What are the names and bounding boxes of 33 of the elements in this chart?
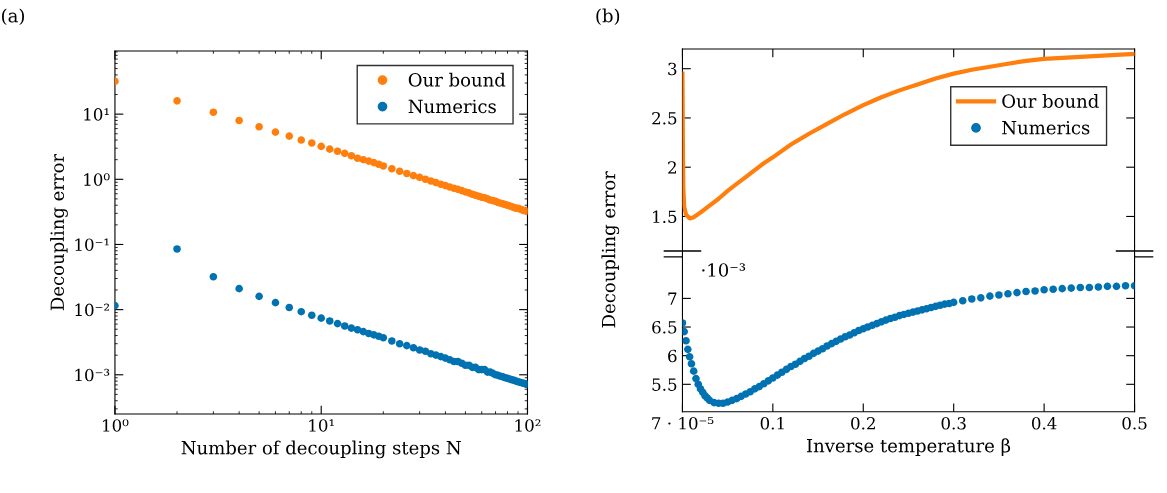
legend-label: Numerics [1002, 120, 1090, 135]
y-tick-label: 10⁻² [75, 303, 110, 317]
y-tick-label: 5.5 [652, 378, 677, 391]
x-tick-label: 10² [515, 419, 541, 432]
x-tick-label: 7 · 10⁻⁵ [652, 416, 714, 430]
y-tick-label: 10⁻¹ [75, 238, 109, 252]
chart-title: (b) [596, 8, 620, 26]
x-tick-label: 10⁰ [103, 419, 129, 432]
y-tick-label: 7 [668, 292, 677, 305]
legend-label: Numerics [408, 99, 496, 114]
legend-label: Our bound [1002, 94, 1099, 108]
x-tick-label: 10¹ [309, 419, 334, 432]
y-tick-label: 3 [668, 62, 677, 76]
y-axis-title: Decoupling error [601, 171, 620, 328]
x-tick-label: 0.3 [941, 416, 966, 430]
x-tick-label: 0.2 [851, 416, 875, 430]
x-tick-label: 0.5 [1122, 416, 1147, 430]
y-tick-label: 10⁻³ [75, 368, 110, 382]
y-tick-label: 2.5 [652, 111, 677, 125]
y-tick-label: 2 [668, 161, 676, 174]
y-tick-label: 6.5 [652, 321, 677, 334]
annotation: ·10⁻³ [702, 263, 746, 277]
y-axis-title: Decoupling error [50, 153, 68, 311]
x-tick-label: 0.4 [1031, 416, 1057, 430]
legend-label: Our bound [408, 72, 506, 87]
x-axis-title: Inverse temperature β [806, 438, 1011, 456]
y-tick-label: 1.5 [653, 210, 677, 224]
y-tick-label: 10¹ [84, 108, 109, 121]
x-tick-label: 0.1 [760, 416, 784, 430]
y-tick-label: 6 [668, 349, 677, 363]
y-tick-label: 10⁰ [84, 173, 110, 186]
x-axis-title: Number of decoupling steps N [181, 440, 461, 459]
chart-title: (a) [2, 8, 25, 26]
